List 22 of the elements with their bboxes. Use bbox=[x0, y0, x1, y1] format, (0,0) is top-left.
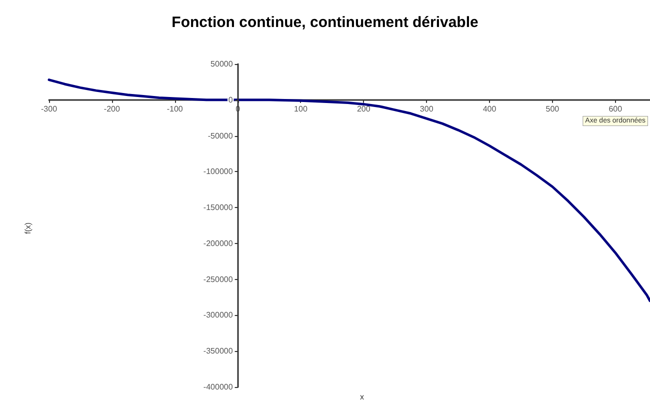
y-tick-label: -50000 bbox=[208, 131, 234, 140]
chart-title: Fonction continue, continuement dérivable bbox=[172, 14, 478, 31]
x-tick-label: -100 bbox=[166, 104, 184, 114]
y-tick-label: -250000 bbox=[203, 274, 234, 284]
x-tick-label: -300 bbox=[40, 104, 58, 114]
x-tick-label: 600 bbox=[608, 104, 623, 114]
x-tick-label: -200 bbox=[104, 104, 120, 114]
x-axis-title: x bbox=[360, 392, 364, 402]
y-tick-label: 50000 bbox=[210, 60, 234, 68]
y-tick-label: -100000 bbox=[203, 167, 234, 176]
x-tick-label: 300 bbox=[420, 104, 434, 114]
x-tick-label: 500 bbox=[546, 104, 560, 114]
x-tick-label: 400 bbox=[482, 104, 497, 114]
y-tick-label: 0 bbox=[228, 95, 234, 104]
y-tick-label: -300000 bbox=[203, 310, 234, 320]
y-axis-title: f(x) bbox=[24, 222, 32, 234]
y-tick-label: -400000 bbox=[203, 382, 234, 392]
x-tick-label: 200 bbox=[356, 104, 371, 114]
x-tick-label: 100 bbox=[294, 104, 308, 114]
y-tick-label: -350000 bbox=[203, 346, 234, 356]
y-tick-label: -150000 bbox=[203, 203, 234, 212]
y-tick-label: -200000 bbox=[203, 238, 234, 248]
